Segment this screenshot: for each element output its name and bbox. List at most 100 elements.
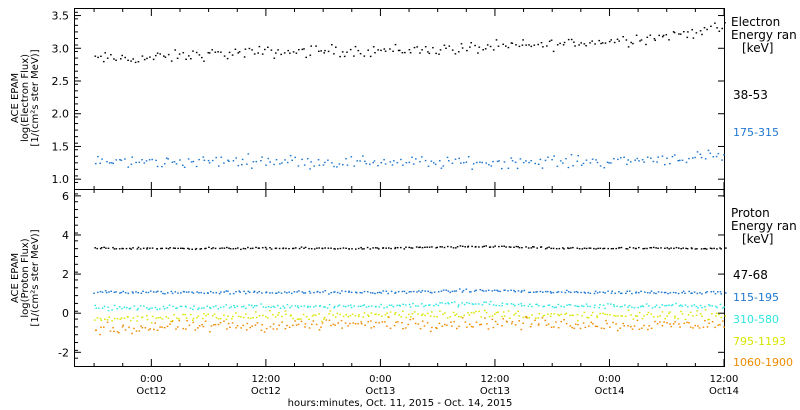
data-point xyxy=(634,159,636,161)
data-point xyxy=(720,248,722,250)
data-point xyxy=(674,317,676,319)
data-point xyxy=(269,310,271,312)
data-point xyxy=(427,312,429,315)
data-point xyxy=(410,247,412,249)
data-point xyxy=(563,248,565,250)
data-point xyxy=(416,291,418,293)
data-point xyxy=(572,314,574,316)
data-point xyxy=(140,292,143,294)
data-point xyxy=(698,327,701,329)
data-point xyxy=(467,312,469,314)
data-point xyxy=(591,158,594,160)
data-point xyxy=(405,292,408,294)
data-point xyxy=(646,313,648,316)
data-point xyxy=(611,290,613,292)
data-point xyxy=(100,326,102,328)
data-point xyxy=(267,306,270,308)
data-point xyxy=(664,318,666,320)
data-point xyxy=(674,315,676,317)
data-point xyxy=(248,291,251,293)
data-point xyxy=(192,292,195,294)
data-point xyxy=(148,159,151,161)
data-point xyxy=(174,291,177,293)
data-point xyxy=(309,292,312,294)
data-point xyxy=(139,305,142,307)
data-point xyxy=(350,156,353,158)
data-point xyxy=(599,247,602,249)
data-point xyxy=(473,290,476,292)
data-point xyxy=(286,303,289,306)
data-point xyxy=(146,315,148,317)
data-point xyxy=(507,290,509,292)
data-point xyxy=(208,162,211,164)
data-point xyxy=(241,306,243,308)
data-point xyxy=(665,34,668,36)
y-tick-label: 2.5 xyxy=(52,75,70,88)
data-point xyxy=(485,312,488,314)
data-point xyxy=(183,247,185,250)
data-point xyxy=(313,291,315,294)
data-point xyxy=(421,289,424,292)
data-point xyxy=(349,322,351,325)
data-point xyxy=(167,248,170,250)
data-point xyxy=(638,328,641,330)
data-point xyxy=(496,323,499,325)
x-tick-date-label: Oct12 xyxy=(251,386,281,397)
data-point xyxy=(203,60,205,62)
data-point xyxy=(421,313,424,315)
data-point xyxy=(380,292,383,294)
data-point xyxy=(108,291,110,293)
data-point xyxy=(378,291,381,293)
data-point xyxy=(682,247,684,249)
data-point xyxy=(424,46,427,48)
data-point xyxy=(680,248,682,250)
data-point xyxy=(437,291,440,293)
data-point xyxy=(142,247,145,249)
data-point xyxy=(297,323,300,326)
data-point xyxy=(361,292,363,294)
data-point xyxy=(270,49,273,51)
x-tick-time-label: 12:00 xyxy=(710,374,739,385)
data-point xyxy=(474,44,476,47)
data-point xyxy=(279,163,281,165)
data-point xyxy=(578,305,580,308)
data-point xyxy=(252,306,255,309)
data-point xyxy=(166,325,169,328)
data-point xyxy=(700,313,702,315)
data-point xyxy=(137,307,139,310)
data-point xyxy=(694,248,697,250)
data-point xyxy=(550,292,553,294)
data-point xyxy=(282,247,285,249)
data-point xyxy=(277,314,279,316)
data-point xyxy=(633,325,636,327)
data-point xyxy=(695,32,698,34)
data-point xyxy=(307,305,309,307)
data-point xyxy=(487,289,490,291)
data-point xyxy=(140,325,142,327)
data-point xyxy=(553,326,555,328)
data-point xyxy=(94,319,96,321)
data-point xyxy=(285,313,287,315)
data-point xyxy=(105,291,108,294)
data-point xyxy=(612,247,614,250)
data-point xyxy=(438,53,440,55)
data-point xyxy=(501,167,503,170)
data-point xyxy=(166,307,169,309)
data-point xyxy=(454,158,457,160)
data-point xyxy=(688,290,690,293)
data-point xyxy=(492,49,495,51)
data-point xyxy=(617,315,620,317)
data-point xyxy=(317,159,320,161)
data-point xyxy=(455,247,457,249)
data-point xyxy=(363,312,366,314)
electron-y-ticks: 3.53.02.52.01.51.0 xyxy=(52,10,724,186)
data-point xyxy=(665,304,668,307)
data-point xyxy=(138,330,141,332)
data-point xyxy=(720,293,722,295)
data-point xyxy=(517,310,519,313)
data-point xyxy=(310,45,312,47)
data-point xyxy=(146,247,149,249)
data-point xyxy=(237,247,239,249)
data-point xyxy=(189,307,192,309)
data-point xyxy=(390,247,392,250)
